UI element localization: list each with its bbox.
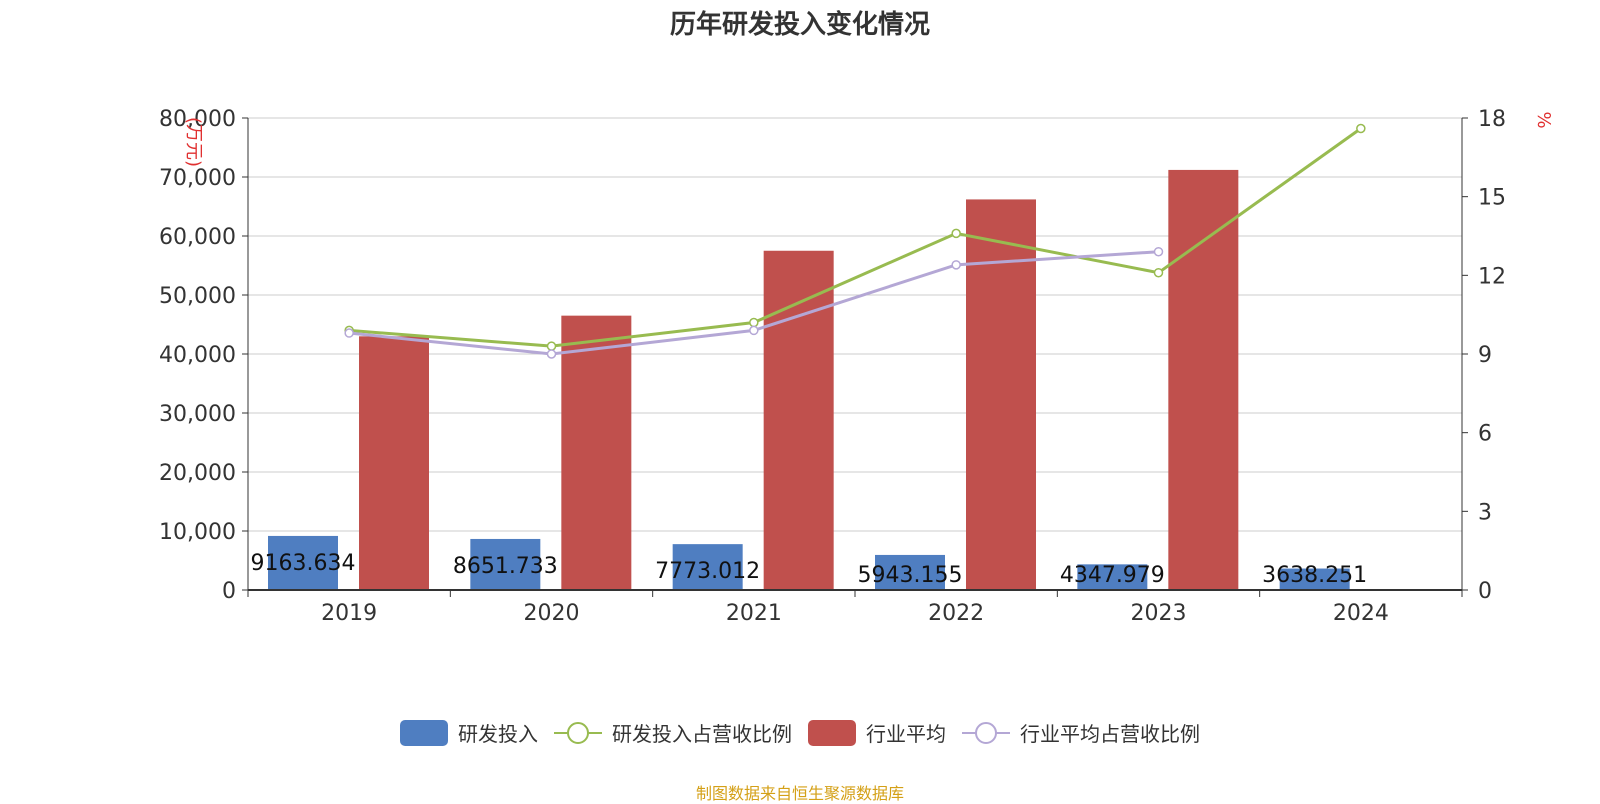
y-right-tick-label: 9 xyxy=(1478,343,1492,368)
y-right-tick-label: 18 xyxy=(1478,107,1506,132)
y-left-tick-label: 80,000 xyxy=(159,107,236,132)
bar-rd-2022 xyxy=(875,554,945,590)
bar-industry-2022 xyxy=(966,199,1036,591)
y-left-tick-label: 70,000 xyxy=(159,166,236,191)
legend-swatch-industry xyxy=(808,719,856,746)
legend-item-rd-ratio[interactable]: 研发投入占营收比例 xyxy=(554,718,792,747)
y-left-axis-label: (万元) xyxy=(183,117,204,167)
x-tick-label: 2024 xyxy=(1333,601,1389,626)
y-left-tick-label: 60,000 xyxy=(159,225,236,250)
data-label-rd-2023: 4347.979 xyxy=(1060,563,1165,588)
x-tick-label: 2021 xyxy=(726,601,782,626)
legend-swatch-rd-ratio xyxy=(554,720,602,746)
legend-label-rd-ratio: 研发投入占营收比例 xyxy=(612,722,792,746)
point-industry-ratio-3 xyxy=(951,260,961,270)
x-tick-label: 2020 xyxy=(524,601,580,626)
point-rd-ratio-2 xyxy=(749,317,759,328)
legend: 研发投入 研发投入占营收比例 行业平均 行业平均占营收比例 xyxy=(0,718,1600,747)
legend-swatch-industry-ratio xyxy=(962,720,1010,746)
point-industry-ratio-4 xyxy=(1153,246,1164,257)
data-label-rd-2021: 7773.012 xyxy=(655,559,760,584)
bar-rd-2020 xyxy=(470,538,541,590)
y-right-tick-label: 0 xyxy=(1478,579,1492,604)
data-label-rd-2019: 9163.634 xyxy=(251,551,356,576)
data-label-rd-2024: 3638.251 xyxy=(1262,563,1367,588)
y-right-axis-label: % xyxy=(1533,111,1554,128)
chart-canvas: 0 10,000 20,000 30,000 40,000 50,000 60,000 70,… xyxy=(159,107,1554,626)
point-industry-ratio-1 xyxy=(546,349,557,359)
y-left-tick-label: 0 xyxy=(222,579,236,604)
y-right-tick-label: 6 xyxy=(1478,422,1492,447)
x-tick-label: 2022 xyxy=(928,601,984,626)
point-industry-ratio-2 xyxy=(749,325,759,336)
data-label-rd-2020: 8651.733 xyxy=(453,554,558,579)
point-rd-ratio-1 xyxy=(546,341,557,351)
y-right-tick-label: 3 xyxy=(1478,500,1492,525)
legend-label-rd: 研发投入 xyxy=(458,722,538,746)
bar-industry-2020 xyxy=(561,315,632,590)
y-left-tick-label: 20,000 xyxy=(159,461,236,486)
bar-rd-2019 xyxy=(268,535,338,590)
point-rd-ratio-5 xyxy=(1356,123,1366,134)
bar-rd-2024 xyxy=(1279,568,1350,590)
legend-item-industry-ratio[interactable]: 行业平均占营收比例 xyxy=(962,718,1200,747)
x-tick-label: 2023 xyxy=(1131,601,1187,626)
bar-industry-2023 xyxy=(1168,169,1239,591)
bar-rd-2021 xyxy=(672,544,743,590)
y-left-tick-label: 10,000 xyxy=(159,520,236,545)
point-rd-ratio-3 xyxy=(951,228,961,239)
point-rd-ratio-4 xyxy=(1153,267,1164,278)
point-industry-ratio-0 xyxy=(344,328,354,338)
y-left-tick-label: 30,000 xyxy=(159,402,236,427)
data-label-rd-2022: 5943.155 xyxy=(858,563,963,588)
legend-item-industry[interactable]: 行业平均 xyxy=(808,718,946,747)
y-right-tick-label: 15 xyxy=(1478,186,1506,211)
legend-label-industry-ratio: 行业平均占营收比例 xyxy=(1020,722,1200,746)
y-left-tick-label: 40,000 xyxy=(159,343,236,368)
bar-industry-2019 xyxy=(359,336,429,590)
legend-label-industry: 行业平均 xyxy=(866,722,946,746)
legend-swatch-rd xyxy=(400,719,448,746)
chart-title: 历年研发投入变化情况 xyxy=(669,10,930,40)
y-right-tick-label: 12 xyxy=(1478,264,1506,289)
y-left-tick-label: 50,000 xyxy=(159,284,236,309)
source-note: 制图数据来自恒生聚源数据库 xyxy=(695,784,904,803)
legend-item-rd[interactable]: 研发投入 xyxy=(400,718,538,747)
line-rd-ratio xyxy=(349,127,1362,348)
x-tick-label: 2019 xyxy=(321,601,377,626)
bar-rd-2023 xyxy=(1077,564,1148,590)
